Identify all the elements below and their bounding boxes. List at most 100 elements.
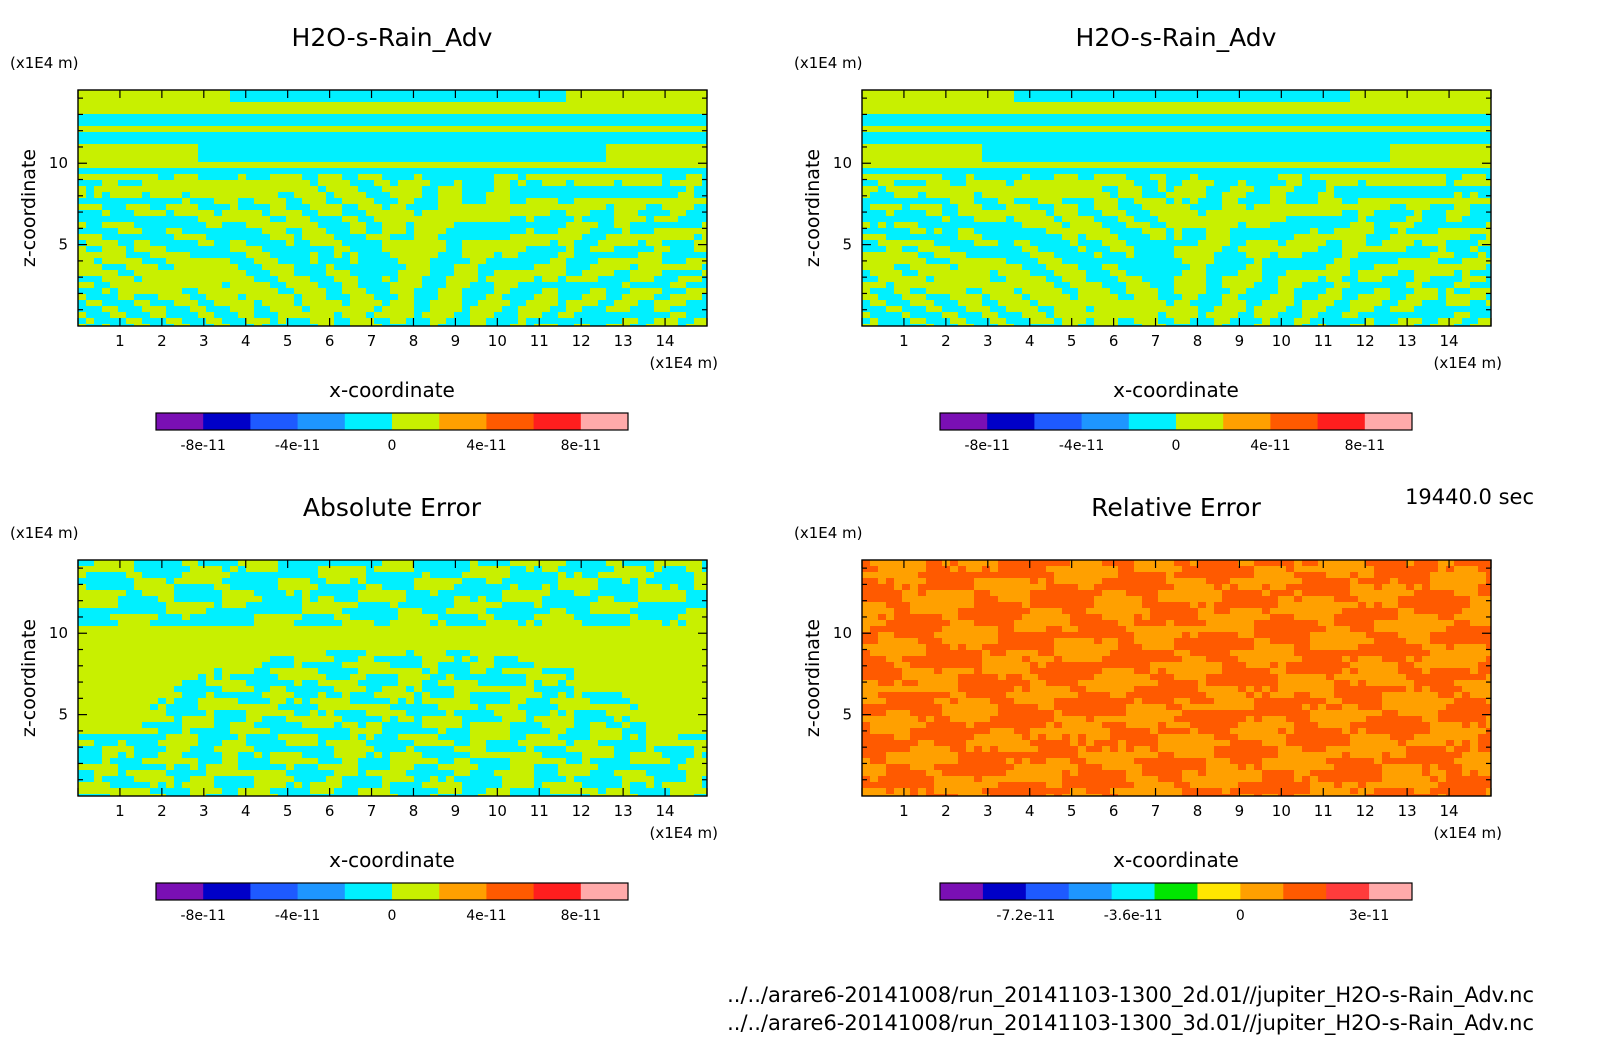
heatmap-cell — [358, 138, 367, 145]
heatmap-cell — [598, 168, 607, 175]
heatmap-cell — [670, 312, 679, 319]
heatmap-cell — [582, 228, 591, 235]
heatmap-cell — [246, 156, 255, 163]
heatmap-cell — [686, 120, 695, 127]
heatmap-cell — [1318, 144, 1327, 151]
heatmap-cell — [158, 294, 167, 301]
heatmap-cell — [214, 108, 223, 115]
heatmap-cell — [686, 162, 695, 169]
heatmap-cell — [1318, 204, 1327, 211]
heatmap-cell — [382, 264, 391, 271]
heatmap-cell — [454, 126, 463, 133]
heatmap-cell — [638, 234, 647, 241]
heatmap-cell — [110, 168, 119, 175]
heatmap-cell — [470, 324, 479, 327]
heatmap-cell — [1478, 162, 1487, 169]
heatmap-cell — [958, 120, 967, 127]
heatmap-cell — [278, 288, 287, 295]
heatmap-cell — [566, 102, 575, 109]
heatmap-cell — [230, 210, 239, 217]
heatmap-cell — [630, 294, 639, 301]
heatmap-cell — [366, 120, 375, 127]
heatmap-cell — [358, 90, 367, 97]
heatmap-cell — [302, 216, 311, 223]
heatmap-cell — [294, 264, 303, 271]
x-tick-label: 12 — [572, 332, 591, 350]
heatmap-cell — [958, 156, 967, 163]
heatmap-cell — [1150, 186, 1159, 193]
heatmap-cell — [406, 186, 415, 193]
heatmap-cell — [1254, 162, 1263, 169]
heatmap-cell — [1158, 192, 1167, 199]
heatmap-cell — [454, 150, 463, 157]
heatmap-cell — [894, 132, 903, 139]
heatmap-cell — [662, 270, 671, 277]
heatmap-cell — [574, 132, 583, 139]
heatmap-cell — [934, 192, 943, 199]
heatmap-cell — [102, 102, 111, 109]
heatmap-cell — [478, 312, 487, 319]
heatmap-cell — [686, 156, 695, 163]
heatmap-cell — [390, 198, 399, 205]
heatmap-cell — [366, 246, 375, 253]
heatmap-cell — [1342, 90, 1351, 97]
heatmap-cell — [1462, 162, 1471, 169]
heatmap-cell — [550, 270, 559, 277]
heatmap-cell — [1046, 186, 1055, 193]
heatmap-cell — [358, 126, 367, 133]
heatmap-cell — [406, 150, 415, 157]
heatmap-cell — [1334, 192, 1343, 199]
heatmap-cell — [1142, 114, 1151, 121]
heatmap-cell — [182, 300, 191, 307]
heatmap-cell — [1462, 198, 1471, 205]
heatmap-cell — [1134, 126, 1143, 133]
heatmap-cell — [1174, 90, 1183, 97]
heatmap-cell — [886, 180, 895, 187]
heatmap-cell — [142, 228, 151, 235]
heatmap-cell — [486, 306, 495, 313]
heatmap-cell — [414, 210, 423, 217]
heatmap-cell — [462, 192, 471, 199]
heatmap-cell — [198, 156, 207, 163]
heatmap-cell — [382, 204, 391, 211]
heatmap-cell — [422, 324, 431, 327]
heatmap-cell — [574, 318, 583, 325]
heatmap-cell — [142, 300, 151, 307]
heatmap-cell — [1446, 90, 1455, 97]
heatmap-cell — [582, 180, 591, 187]
heatmap-cell — [1374, 144, 1383, 151]
heatmap-cell — [1486, 150, 1492, 157]
heatmap-cell — [670, 198, 679, 205]
heatmap-cell — [278, 306, 287, 313]
heatmap-cell — [1214, 216, 1223, 223]
heatmap-cell — [1262, 174, 1271, 181]
heatmap-cell — [1294, 108, 1303, 115]
heatmap-cell — [1110, 132, 1119, 139]
heatmap-cell — [1438, 216, 1447, 223]
heatmap-cell — [134, 276, 143, 283]
heatmap-cell — [414, 90, 423, 97]
heatmap-cell — [1406, 120, 1415, 127]
heatmap-cell — [1342, 216, 1351, 223]
heatmap-cell — [1038, 204, 1047, 211]
heatmap-cell — [350, 252, 359, 259]
heatmap-cell — [918, 132, 927, 139]
heatmap-cell — [1214, 168, 1223, 175]
heatmap-cell — [1094, 186, 1103, 193]
heatmap-cell — [910, 102, 919, 109]
heatmap-cell — [510, 306, 519, 313]
heatmap-cell — [382, 294, 391, 301]
heatmap-cell — [294, 228, 303, 235]
heatmap-cell — [1214, 192, 1223, 199]
heatmap-cell — [606, 294, 615, 301]
heatmap-cell — [134, 294, 143, 301]
heatmap-cell — [934, 138, 943, 145]
heatmap-cell — [1430, 192, 1439, 199]
heatmap-cell — [1030, 180, 1039, 187]
heatmap-cell — [1038, 192, 1047, 199]
heatmap-cell — [326, 270, 335, 277]
heatmap-cell — [702, 126, 708, 133]
heatmap-cell — [1486, 96, 1492, 103]
heatmap-cell — [1478, 150, 1487, 157]
heatmap-cell — [414, 144, 423, 151]
